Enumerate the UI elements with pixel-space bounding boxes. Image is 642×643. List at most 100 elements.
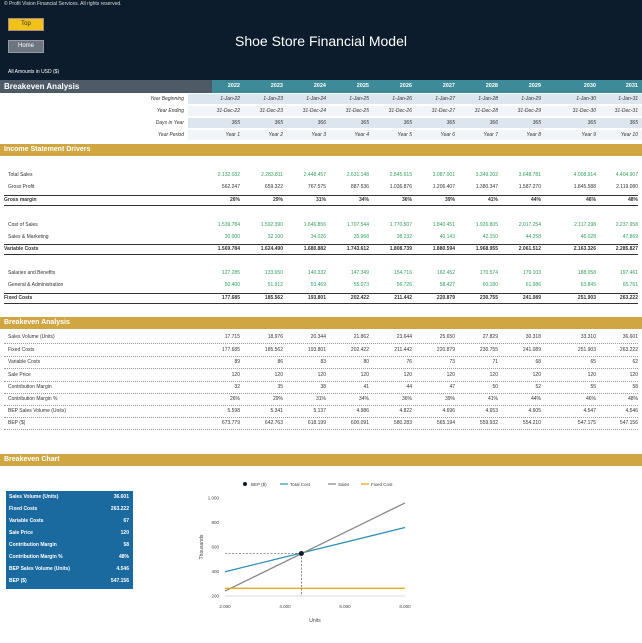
breakeven-cell: 23.644: [396, 334, 412, 340]
series-line-total-cost: [224, 526, 406, 573]
period-cell: 365: [629, 120, 638, 126]
period-cell: Year 4: [354, 132, 369, 138]
income-cell: 36%: [401, 197, 412, 203]
breakeven-cell: 48%: [627, 396, 638, 402]
breakeven-cell: 41%: [487, 396, 498, 402]
breakeven-cell: 27.829: [482, 334, 498, 340]
breakeven-cell: 554.210: [522, 420, 541, 426]
breakeven-cell: 25.650: [439, 334, 455, 340]
income-row-label: Fixed Costs: [4, 295, 33, 301]
income-cell: 251.903: [577, 295, 596, 301]
breakeven-cell: 220.879: [436, 347, 455, 353]
breakeven-cell: 38: [320, 384, 326, 390]
kpi-label: Sale Price: [9, 530, 33, 536]
total-underline: [4, 254, 638, 255]
income-cell: 39%: [444, 197, 455, 203]
income-cell: 1.926.805: [475, 222, 498, 228]
period-row-label: Year Ending: [156, 108, 184, 114]
period-cell: 365: [403, 120, 412, 126]
income-cell: 42.150: [482, 234, 498, 240]
income-cell: 46%: [585, 197, 596, 203]
top-button[interactable]: Top: [8, 18, 44, 31]
income-cell: 1.845.588: [573, 184, 596, 190]
income-cell: 47.869: [622, 234, 638, 240]
breakeven-cell: 44%: [530, 396, 541, 402]
year-header-2028: 2028: [485, 83, 498, 89]
income-cell: 51.912: [267, 282, 283, 288]
income-cell: 4.404.907: [615, 172, 638, 178]
breakeven-cell: 5.137: [313, 408, 326, 414]
breakeven-cell: 41: [363, 384, 369, 390]
period-cell: 31-Dec-26: [388, 108, 412, 114]
income-cell: 44%: [530, 197, 541, 203]
income-cell: 2.119.080: [616, 184, 638, 190]
breakeven-row-label: Fixed Costs: [8, 347, 35, 353]
breakeven-cell: 62: [632, 359, 638, 365]
breakeven-row-label: Contribution Margin: [8, 384, 52, 390]
breakeven-cell: 46%: [585, 396, 596, 402]
breakeven-cell: 44: [406, 384, 412, 390]
income-cell: 2.283.811: [261, 172, 283, 178]
kpi-label: Variable Costs: [9, 518, 44, 524]
income-cell: 34%: [358, 197, 369, 203]
breakeven-cell: 4.653: [485, 408, 498, 414]
income-cell: 40.143: [439, 234, 455, 240]
x-tick-label: 2.000: [219, 604, 231, 609]
breakeven-cell: 32: [234, 384, 240, 390]
kpi-value: 120: [120, 530, 129, 536]
period-cell: 31-Dec-24: [302, 108, 326, 114]
income-cell: 2.061.512: [518, 246, 541, 252]
period-cell: 31-Dec-31: [614, 108, 638, 114]
income-cell: 188.058: [577, 270, 596, 276]
income-cell: 211.442: [394, 295, 412, 301]
income-cell: 35.968: [353, 234, 369, 240]
breakeven-cell: 120: [403, 372, 412, 378]
period-cell: 366: [317, 120, 326, 126]
breakeven-cell: 547.156: [619, 420, 638, 426]
period-row-band: [188, 94, 642, 104]
chart-section-bar: Breakeven Chart: [0, 454, 642, 466]
breakeven-cell: 4.546: [625, 408, 638, 414]
copyright-text: © Profit Vision Financial Services. All …: [4, 1, 122, 7]
income-row-label: Salaries and Benefits: [8, 270, 56, 276]
year-header-2024: 2024: [313, 83, 326, 89]
y-tick-label: 200: [211, 594, 219, 599]
breakeven-cell: 33.310: [580, 334, 596, 340]
breakeven-row-label: Sale Price: [8, 372, 31, 378]
breakeven-cell: 65: [590, 359, 596, 365]
income-cell: 32.100: [267, 234, 283, 240]
breakeven-cell: 68: [535, 359, 541, 365]
income-cell: 1.036.876: [389, 184, 412, 190]
income-cell: 34.026: [310, 234, 326, 240]
row-divider: [4, 429, 638, 430]
total-rule: [4, 293, 638, 294]
breakeven-cell: 71: [492, 359, 498, 365]
income-cell: 220.879: [436, 295, 455, 301]
income-cell: 162.452: [436, 270, 455, 276]
breakeven-cell: 565.194: [436, 420, 455, 426]
income-cell: 58.427: [439, 282, 455, 288]
breakeven-cell: 251.903: [577, 347, 596, 353]
income-cell: 50.400: [224, 282, 240, 288]
breakeven-row-label: BEP ($): [8, 420, 26, 426]
period-cell: 365: [532, 120, 541, 126]
home-button[interactable]: Home: [8, 40, 44, 53]
breakeven-cell: 20.344: [310, 334, 326, 340]
breakeven-cell: 120: [489, 372, 498, 378]
period-cell: Year 9: [581, 132, 596, 138]
breakeven-cell: 120: [629, 372, 638, 378]
period-cell: 1-Jan-27: [435, 96, 455, 102]
income-cell: 55.073: [353, 282, 369, 288]
income-cell: 887.536: [350, 184, 369, 190]
kpi-value: 67: [123, 518, 129, 524]
years-band: [212, 80, 642, 93]
period-cell: 1-Jan-24: [306, 96, 326, 102]
period-row-label: Year Period: [157, 132, 184, 138]
legend-label: Sales: [338, 482, 350, 487]
period-cell: 365: [446, 120, 455, 126]
total-rule: [4, 195, 638, 196]
income-section-bar: Income Statement Drivers: [0, 144, 642, 156]
breakeven-cell: 580.283: [393, 420, 412, 426]
amounts-note: All Amounts in USD ($): [8, 69, 60, 75]
income-cell: 2.132.032: [217, 172, 240, 178]
